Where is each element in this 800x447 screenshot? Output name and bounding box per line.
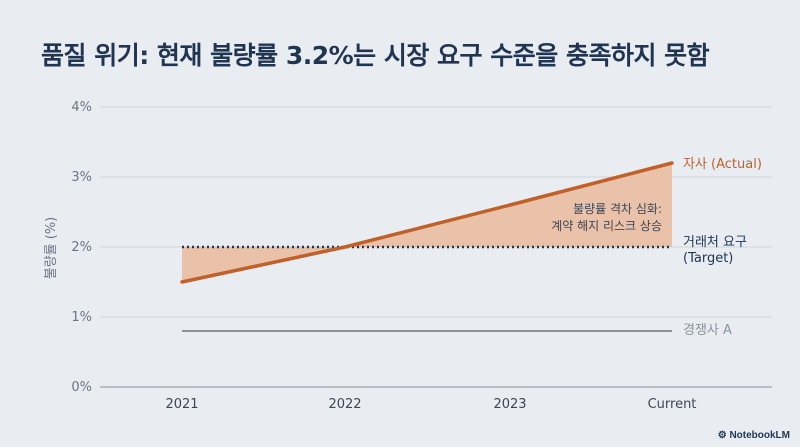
watermark-label: NotebookLM	[729, 430, 790, 441]
series-label-competitor: 경쟁사 A	[683, 323, 732, 338]
x-tick-label: 2023	[493, 397, 526, 412]
y-tick-labels: 0% 1% 2% 3% 4%	[71, 100, 92, 395]
x-tick-label: 2021	[165, 397, 198, 412]
series-label-target-line1: 거래처 요구	[683, 235, 747, 250]
annotation-line1: 불량률 격차 심화:	[573, 202, 662, 216]
y-axis-label: 불량률 (%)	[44, 217, 59, 280]
y-tick-label: 3%	[71, 170, 92, 185]
gap-area	[182, 163, 672, 282]
y-tick-label: 2%	[71, 240, 92, 255]
x-tick-label: 2022	[328, 397, 361, 412]
y-tick-label: 1%	[71, 310, 92, 325]
series-label-actual: 자사 (Actual)	[683, 157, 762, 172]
annotation-line2: 계약 해지 리스크 상승	[551, 218, 662, 233]
chart-title: 품질 위기: 현재 불량률 3.2%는 시장 요구 수준을 충족하지 못함	[41, 41, 710, 70]
x-tick-labels: 2021 2022 2023 Current	[165, 397, 696, 412]
y-tick-label: 0%	[71, 380, 92, 395]
notebooklm-icon: ⚙	[717, 430, 727, 441]
series-actual-line	[180, 161, 674, 284]
series-label-target-line2: (Target)	[683, 251, 733, 266]
notebooklm-watermark: ⚙ NotebookLM	[718, 430, 790, 441]
y-tick-label: 4%	[71, 100, 92, 115]
x-tick-label: Current	[648, 397, 697, 412]
